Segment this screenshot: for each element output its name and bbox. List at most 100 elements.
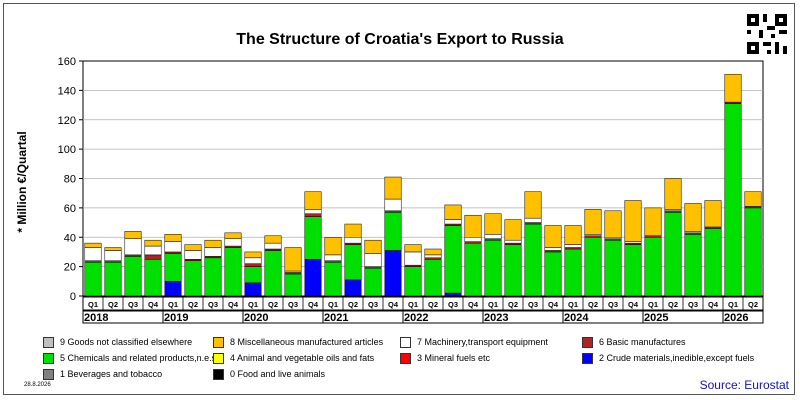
bar-segment [424, 259, 442, 297]
y-tick-label: 140 [58, 85, 76, 97]
qr-code-icon [747, 14, 787, 54]
y-tick-label: 20 [64, 262, 76, 274]
bar-segment [304, 213, 322, 217]
bar-segment [464, 214, 482, 238]
bar-segment [504, 219, 522, 241]
bar-segment [144, 254, 162, 260]
x-tick-label: Q4 [708, 300, 719, 309]
bar-segment [724, 73, 742, 103]
bar-segment [484, 213, 502, 235]
bar-segment [164, 281, 182, 297]
bar-segment [344, 223, 362, 238]
x-tick-label: Q2 [348, 300, 358, 309]
legend-swatch [582, 352, 593, 364]
legend-swatch [213, 368, 224, 380]
legend-swatch [213, 352, 224, 364]
bar-segment [104, 250, 122, 261]
chart-frame [3, 3, 795, 395]
y-tick-label: 100 [58, 144, 76, 156]
bar-segment [124, 256, 142, 297]
x-tick-label: Q3 [528, 300, 538, 309]
year-label: 2019 [164, 312, 188, 324]
bar-segment [564, 225, 582, 245]
bar-segment [644, 207, 662, 237]
bar-segment [384, 212, 402, 251]
bar-segment [244, 251, 262, 259]
bar-segment [324, 237, 342, 256]
bar-segment [184, 260, 202, 297]
bar-segment [244, 263, 262, 267]
bar-segment [184, 250, 202, 260]
bar-segment [424, 248, 442, 256]
x-tick-label: Q4 [388, 300, 399, 309]
x-tick-label: Q3 [128, 300, 138, 309]
bar-segment [484, 234, 502, 239]
x-tick-label: Q3 [208, 300, 218, 309]
bar-segment [504, 239, 522, 244]
bar-segment [264, 235, 282, 244]
bar-segment [604, 239, 622, 297]
x-tick-label: Q1 [248, 300, 258, 309]
bar-segment [144, 239, 162, 247]
y-tick-label: 60 [64, 203, 76, 215]
legend-label: 0 Food and live animals [230, 369, 326, 379]
chart-title: The Structure of Croatia's Export to Rus… [236, 31, 564, 48]
legend-swatch [213, 336, 224, 348]
bar-segment [344, 279, 362, 297]
x-tick-label: Q2 [748, 300, 758, 309]
bar-segment [584, 209, 602, 235]
bar-segment [444, 225, 462, 294]
bar-segment [284, 273, 302, 297]
bar-segment [304, 209, 322, 214]
bar-segment [664, 212, 682, 297]
year-label: 2021 [324, 312, 348, 324]
bar-segment [604, 210, 622, 238]
legend-swatch [43, 368, 54, 380]
bar-segment [164, 241, 182, 253]
bar-segment [364, 253, 382, 267]
x-tick-label: Q2 [508, 300, 518, 309]
x-tick-label: Q3 [368, 300, 378, 309]
bar-segment [744, 191, 762, 207]
bar-segment [464, 237, 482, 242]
bar-segment [84, 247, 102, 261]
bar-segment [444, 204, 462, 220]
legend-item: 7 Machinery,transport equipment [400, 335, 548, 349]
source-note: Source: Eurostat [699, 378, 789, 392]
bar-segment [284, 247, 302, 272]
legend: 9 Goods not classified elsewhere 8 Miscel… [43, 335, 783, 385]
bar-segment [404, 266, 422, 297]
bar-segment [204, 239, 222, 248]
x-tick-label: Q1 [168, 300, 178, 309]
bar-segment [364, 239, 382, 254]
x-tick-label: Q1 [728, 300, 738, 309]
bar-segment [384, 176, 402, 200]
bar-segment [224, 238, 242, 247]
x-tick-label: Q4 [628, 300, 639, 309]
x-tick-label: Q2 [428, 300, 438, 309]
x-tick-label: Q1 [328, 300, 338, 309]
year-label: 2023 [484, 312, 508, 324]
bar-segment [524, 223, 542, 297]
bar-segment [664, 178, 682, 210]
bar-segment [424, 254, 442, 259]
legend-item: 6 Basic manufactures [582, 335, 686, 349]
bar-segment [144, 245, 162, 256]
y-tick-label: 40 [64, 232, 76, 244]
year-label: 2018 [84, 312, 108, 324]
x-tick-label: Q4 [308, 300, 319, 309]
bar-segment [124, 231, 142, 239]
bar-segment [624, 200, 642, 242]
legend-label: 3 Mineral fuels etc [417, 353, 491, 363]
legend-swatch [400, 336, 411, 348]
x-tick-label: Q3 [608, 300, 618, 309]
bar-segment [524, 191, 542, 219]
x-tick-label: Q2 [668, 300, 678, 309]
legend-item: 5 Chemicals and related products,n.e.s. [43, 351, 219, 365]
x-tick-label: Q3 [688, 300, 698, 309]
bar-segment [164, 253, 182, 282]
legend-item: 1 Beverages and tobacco [43, 367, 162, 381]
bar-segment [104, 261, 122, 297]
legend-label: 7 Machinery,transport equipment [417, 337, 548, 347]
